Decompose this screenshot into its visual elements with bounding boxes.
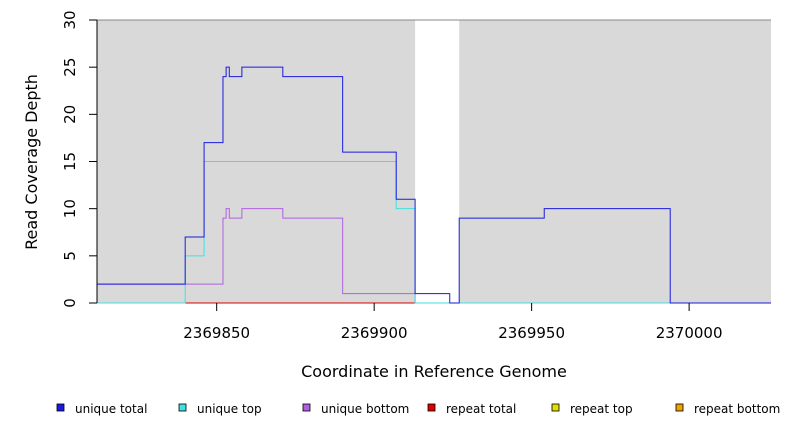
y-tick-label: 5 [61, 251, 79, 261]
x-tick-label: 2369950 [498, 324, 565, 342]
x-tick-label: 2369900 [341, 324, 408, 342]
series-line-unique-bottom [97, 208, 416, 303]
x-axis-label: Coordinate in Reference Genome [301, 362, 567, 381]
legend-swatch [551, 403, 560, 412]
x-axis-ticks: 2369850 2369900 2369950 2370000 [183, 303, 723, 342]
y-tick-label: 10 [61, 199, 79, 218]
y-axis-label: Read Coverage Depth [22, 74, 41, 250]
legend-label: repeat top [570, 402, 633, 416]
legend-label: unique bottom [321, 402, 409, 416]
y-tick-label: 25 [61, 58, 79, 77]
y-axis-ticks: 0 5 10 15 20 25 30 [61, 10, 97, 308]
legend-swatch [56, 403, 65, 412]
y-tick-label: 15 [61, 152, 79, 171]
series-lines [97, 66, 771, 304]
legend-swatch [178, 403, 187, 412]
x-tick-label: 2369850 [183, 324, 250, 342]
legend: unique total unique top unique bottom repea… [56, 402, 780, 416]
legend-label: unique top [197, 402, 262, 416]
legend-label: unique total [75, 402, 147, 416]
x-tick-label: 2370000 [656, 324, 723, 342]
series-line-unique-total [97, 66, 771, 304]
y-tick-label: 0 [61, 298, 79, 308]
legend-swatch [302, 403, 311, 412]
y-tick-label: 20 [61, 105, 79, 124]
legend-label: repeat total [446, 402, 516, 416]
legend-label: repeat bottom [694, 402, 780, 416]
shaded-region [459, 20, 771, 303]
y-tick-label: 30 [61, 10, 79, 29]
legend-swatch [427, 403, 436, 412]
legend-swatch [675, 403, 684, 412]
